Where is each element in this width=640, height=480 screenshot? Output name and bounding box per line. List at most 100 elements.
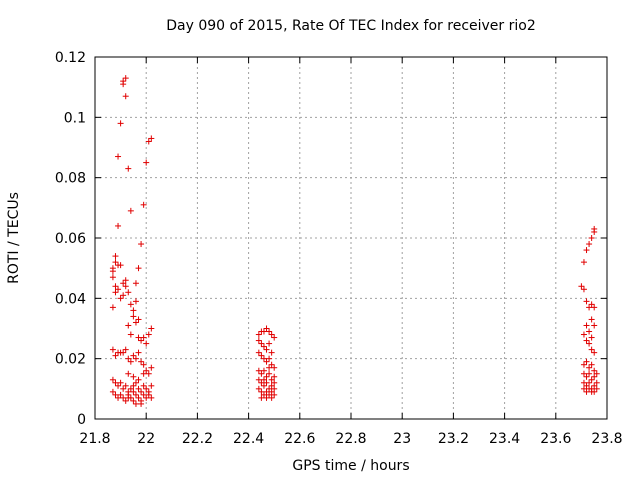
data-point (115, 222, 122, 229)
data-point (122, 283, 129, 290)
data-point (117, 262, 124, 269)
data-point (125, 355, 132, 362)
data-point (263, 373, 270, 380)
data-point (593, 370, 600, 377)
data-point (125, 289, 132, 296)
data-point (135, 385, 142, 392)
data-point (578, 283, 585, 290)
data-point (109, 388, 116, 395)
data-point (263, 358, 270, 365)
data-point (112, 379, 119, 386)
data-point (583, 337, 590, 344)
data-point (130, 307, 137, 314)
data-point (109, 346, 116, 353)
data-point (271, 385, 278, 392)
data-point (120, 349, 127, 356)
data-point (266, 391, 273, 398)
data-point (260, 328, 267, 335)
x-tick-label: 22 (137, 431, 155, 447)
x-tick-labels: 21.8 22 22.2 22.4 22.6 22.8 23 23.2 23.4 23.6 23.8 (79, 431, 622, 447)
data-point (145, 138, 152, 145)
data-point (266, 355, 273, 362)
data-point (120, 78, 127, 85)
data-point (135, 265, 142, 272)
data-point (127, 301, 134, 308)
data-point (588, 334, 595, 341)
data-point (145, 370, 152, 377)
data-point (109, 376, 116, 383)
data-point (266, 328, 273, 335)
data-point (580, 331, 587, 338)
data-point (109, 265, 116, 272)
data-point (127, 358, 134, 365)
x-tick-label: 22.6 (284, 431, 315, 447)
data-point (120, 280, 127, 287)
data-point (591, 225, 598, 232)
data-point (580, 385, 587, 392)
data-point (132, 280, 139, 287)
data-point (593, 379, 600, 386)
data-point (138, 241, 145, 248)
data-point (583, 298, 590, 305)
data-point (580, 379, 587, 386)
x-tick-label: 23.8 (591, 431, 622, 447)
data-point (255, 376, 262, 383)
data-point (583, 373, 590, 380)
data-point (132, 319, 139, 326)
data-point (260, 376, 267, 383)
data-point (266, 340, 273, 347)
data-point (117, 379, 124, 386)
data-point (135, 349, 142, 356)
data-point (135, 334, 142, 341)
data-point (130, 382, 137, 389)
data-point (117, 391, 124, 398)
data-point (132, 298, 139, 305)
data-point (271, 391, 278, 398)
data-point (268, 376, 275, 383)
data-point (115, 153, 122, 160)
data-point (143, 367, 150, 374)
data-point (255, 385, 262, 392)
data-point (127, 207, 134, 214)
data-point (255, 337, 262, 344)
chart-title: Day 090 of 2015, Rate Of TEC Index for r… (166, 18, 536, 34)
data-point (112, 259, 119, 266)
y-tick-labels: 0 0.02 0.04 0.06 0.08 0.1 0.12 (55, 50, 86, 428)
data-point (266, 370, 273, 377)
data-point (122, 277, 129, 284)
data-point (148, 382, 155, 389)
data-point (583, 358, 590, 365)
x-tick-label: 23.4 (489, 431, 520, 447)
data-point (125, 322, 132, 329)
data-point (148, 325, 155, 332)
data-point (132, 355, 139, 362)
data-point (583, 388, 590, 395)
data-point (255, 349, 262, 356)
data-point (145, 331, 152, 338)
data-point (260, 355, 267, 362)
data-point (138, 337, 145, 344)
data-point (145, 391, 152, 398)
data-point (591, 322, 598, 329)
data-point (138, 388, 145, 395)
data-point (122, 397, 129, 404)
data-point (140, 370, 147, 377)
y-tick-label: 0.02 (55, 352, 86, 368)
data-point (120, 385, 127, 392)
data-point (263, 346, 270, 353)
y-tick-label: 0 (77, 412, 86, 428)
data-point (122, 93, 129, 100)
data-point (127, 331, 134, 338)
data-point (271, 334, 278, 341)
data-point (122, 382, 129, 389)
data-point (268, 361, 275, 368)
data-point (586, 385, 593, 392)
data-point (580, 259, 587, 266)
data-point (125, 165, 132, 172)
data-point (593, 385, 600, 392)
data-point (258, 340, 265, 347)
data-point (140, 382, 147, 389)
data-point (258, 352, 265, 359)
data-point (148, 135, 155, 142)
